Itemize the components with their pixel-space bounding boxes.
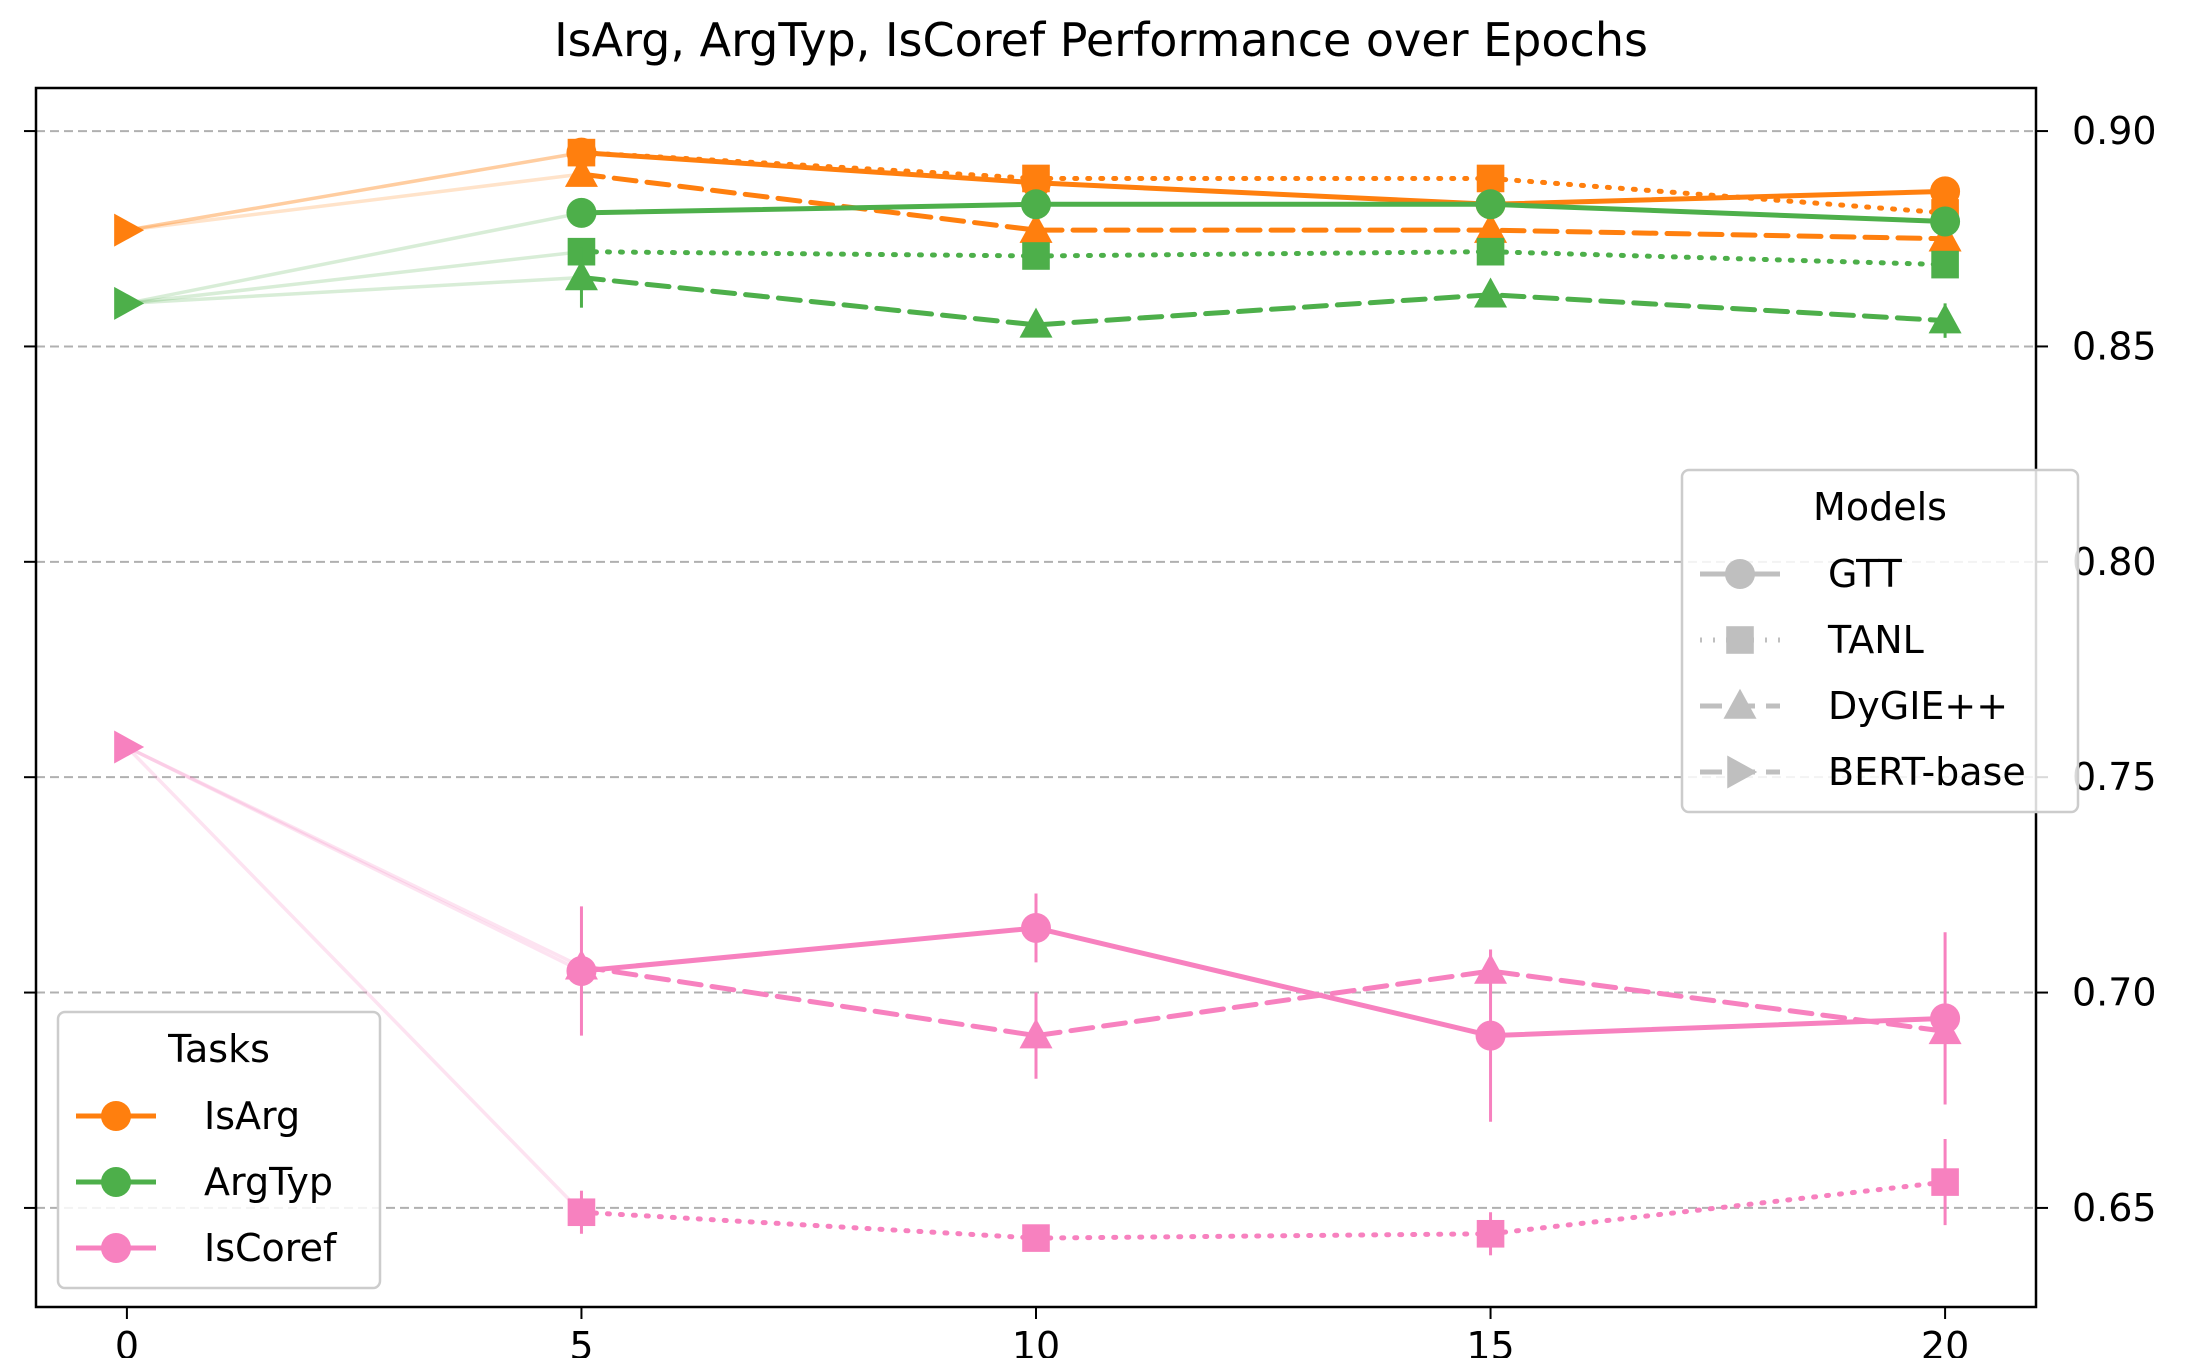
baseline-connector <box>126 275 582 306</box>
baseline-connector <box>125 745 583 1214</box>
data-point <box>1475 189 1506 220</box>
data-point <box>1475 1020 1506 1051</box>
legend-frame <box>56 1010 382 1290</box>
x-tick-label: 20 <box>1921 1324 1969 1358</box>
y-tick-label: 0.90 <box>2072 109 2157 153</box>
data-point <box>1928 303 1962 334</box>
data-point <box>1931 1168 1959 1196</box>
baseline-connector <box>126 745 583 969</box>
x-tick-label: 5 <box>569 1324 593 1358</box>
x-tick-label: 15 <box>1466 1324 1514 1358</box>
data-point <box>1021 912 1051 943</box>
series-iscoref-tanl <box>567 1139 1959 1256</box>
data-point <box>1474 277 1508 308</box>
y-tick-label: 0.75 <box>2072 755 2157 799</box>
legend-task-marker <box>101 1233 131 1263</box>
legend-tasks: Tasks IsArg ArgTyp IsCoref <box>56 1010 382 1290</box>
legend-model-label: BERT-base <box>1828 750 2026 794</box>
data-point <box>1476 164 1505 193</box>
data-point <box>1019 307 1053 338</box>
data-point <box>1019 1018 1053 1049</box>
y-tick-label: 0.70 <box>2072 971 2157 1015</box>
data-point <box>1930 176 1961 207</box>
series-line <box>578 201 1948 225</box>
baseline-connector <box>126 249 582 306</box>
baseline-connector <box>126 745 583 973</box>
series-line <box>578 150 1948 207</box>
chart-title: IsArg, ArgTyp, IsCoref Performance over … <box>554 13 1648 67</box>
legend-models: Models GTT TANL DyGIE++ BERT-base <box>1680 468 2080 814</box>
data-point <box>1476 1219 1505 1248</box>
baseline-connector <box>126 211 582 306</box>
baseline-connector <box>126 150 582 232</box>
x-axis: 0 5 10 15 20 <box>115 1307 1969 1358</box>
data-point <box>1928 1014 1962 1045</box>
series-iscoref-dygie <box>564 949 1962 1079</box>
data-point <box>1022 242 1050 270</box>
series-line <box>578 1179 1948 1241</box>
data-point <box>1021 189 1051 220</box>
y-tick-label: 0.85 <box>2072 324 2157 368</box>
legend-model-label: GTT <box>1828 552 1903 596</box>
legend-frame <box>1680 468 2080 814</box>
data-point <box>1476 237 1505 266</box>
data-point <box>1931 250 1959 279</box>
data-point <box>564 260 598 291</box>
data-point <box>566 197 597 228</box>
data-point <box>564 949 598 980</box>
legend-task-label: ArgTyp <box>204 1160 333 1204</box>
baseline-connectors <box>125 150 583 1214</box>
series-line <box>578 964 1948 1039</box>
series-isarg-dygie <box>564 156 1962 252</box>
data-point <box>1022 1224 1050 1252</box>
baseline-point-iscoref <box>114 730 145 764</box>
legend-model-marker <box>1727 755 1758 789</box>
data-point <box>1474 953 1508 984</box>
legend-model-marker <box>1726 626 1754 654</box>
legend-task-marker <box>101 1167 131 1197</box>
baseline-point-isarg <box>114 213 145 247</box>
series-line <box>578 925 1948 1039</box>
baseline-connector <box>126 172 582 232</box>
series-line <box>578 171 1948 242</box>
data-point <box>1022 164 1050 193</box>
legend-tasks-title: Tasks <box>167 1027 270 1071</box>
data-point <box>567 1198 596 1227</box>
y-tick-label: 0.80 <box>2072 540 2157 584</box>
legend-model-label: TANL <box>1827 618 1924 662</box>
y-axis: 0.65 0.70 0.75 0.80 0.85 0.90 <box>24 109 2157 1230</box>
series-line <box>578 249 1948 268</box>
legend-model-marker <box>1725 559 1755 589</box>
legend-model-marker <box>1723 688 1757 719</box>
series-line <box>578 275 1948 328</box>
series-argtyp-tanl <box>567 237 1959 279</box>
data-point <box>1930 206 1961 237</box>
data-point <box>1019 212 1053 243</box>
series-argtyp-gtt <box>566 189 1961 237</box>
series-argtyp-dygie <box>564 247 1962 338</box>
x-tick-label: 0 <box>115 1324 139 1358</box>
series-layer <box>114 137 1962 1256</box>
legend-task-label: IsCoref <box>204 1226 338 1270</box>
legend-models-title: Models <box>1813 485 1947 529</box>
legend-task-marker <box>101 1101 131 1131</box>
baseline-point-argtyp <box>114 286 145 320</box>
baseline-connector <box>126 150 582 232</box>
legend-task-label: IsArg <box>204 1094 300 1138</box>
legend-model-label: DyGIE++ <box>1828 684 2008 728</box>
series-iscoref-gtt <box>566 893 1961 1122</box>
x-tick-label: 10 <box>1012 1324 1060 1358</box>
y-tick-label: 0.65 <box>2072 1186 2157 1230</box>
data-point <box>564 156 598 187</box>
data-point <box>1474 212 1508 243</box>
